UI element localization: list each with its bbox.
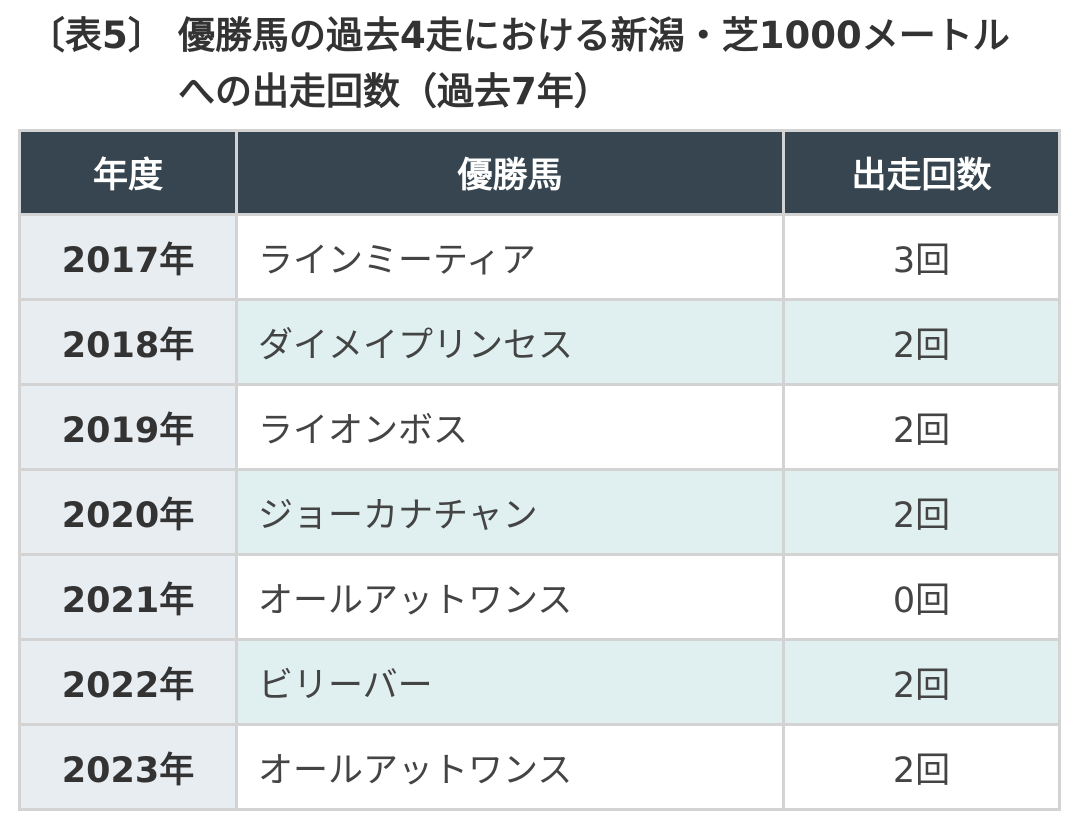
header-start-count: 出走回数 — [782, 129, 1061, 216]
winner-cell: ビリーバー — [235, 638, 785, 726]
table-row: 2021年 オールアットワンス 0回 — [18, 553, 1061, 641]
year-cell: 2018年 — [18, 298, 238, 386]
count-cell: 3回 — [782, 213, 1061, 301]
caption-line-1: 〔表5〕 優勝馬の過去4走における新潟・芝1000メートル — [28, 8, 1068, 64]
year-cell: 2020年 — [18, 468, 238, 556]
year-cell: 2017年 — [18, 213, 238, 301]
winner-cell: オールアットワンス — [235, 723, 785, 811]
year-cell: 2021年 — [18, 553, 238, 641]
caption-title-line-1: 優勝馬の過去4走における新潟・芝1000メートル — [178, 14, 1010, 57]
table-row: 2018年 ダイメイプリンセス 2回 — [18, 298, 1061, 386]
table-row: 2017年 ラインミーティア 3回 — [18, 213, 1061, 301]
caption-indent — [28, 64, 178, 120]
count-cell: 2回 — [782, 638, 1061, 726]
count-cell: 0回 — [782, 553, 1061, 641]
header-winner: 優勝馬 — [235, 129, 785, 216]
winner-cell: オールアットワンス — [235, 553, 785, 641]
table-caption: 〔表5〕 優勝馬の過去4走における新潟・芝1000メートル への出走回数（過去7… — [28, 8, 1068, 120]
caption-title-line-2: への出走回数（過去7年） — [178, 70, 611, 113]
caption-line-2: への出走回数（過去7年） — [28, 64, 1068, 120]
winners-table-container: 年度 優勝馬 出走回数 2017年 ラインミーティア 3回 2018年 ダイメイ… — [18, 129, 1061, 811]
winner-cell: ラインミーティア — [235, 213, 785, 301]
count-cell: 2回 — [782, 468, 1061, 556]
table-row: 2023年 オールアットワンス 2回 — [18, 723, 1061, 811]
winner-cell: ライオンボス — [235, 383, 785, 471]
year-cell: 2023年 — [18, 723, 238, 811]
caption-label: 〔表5〕 — [28, 14, 165, 57]
count-cell: 2回 — [782, 723, 1061, 811]
table-row: 2022年 ビリーバー 2回 — [18, 638, 1061, 726]
table-header-row: 年度 優勝馬 出走回数 — [18, 129, 1061, 216]
count-cell: 2回 — [782, 383, 1061, 471]
year-cell: 2022年 — [18, 638, 238, 726]
header-year: 年度 — [18, 129, 238, 216]
table-row: 2020年 ジョーカナチャン 2回 — [18, 468, 1061, 556]
winner-cell: ジョーカナチャン — [235, 468, 785, 556]
year-cell: 2019年 — [18, 383, 238, 471]
count-cell: 2回 — [782, 298, 1061, 386]
winner-cell: ダイメイプリンセス — [235, 298, 785, 386]
table-row: 2019年 ライオンボス 2回 — [18, 383, 1061, 471]
winners-table: 年度 優勝馬 出走回数 2017年 ラインミーティア 3回 2018年 ダイメイ… — [18, 129, 1061, 811]
